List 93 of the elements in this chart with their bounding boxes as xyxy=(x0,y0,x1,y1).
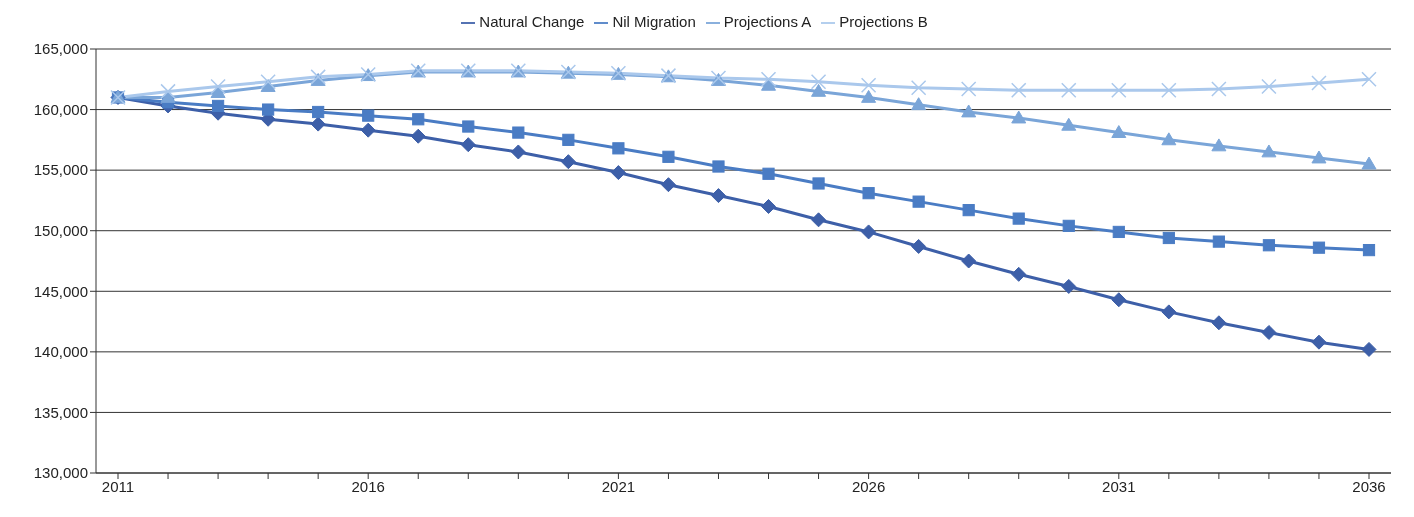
point xyxy=(1311,150,1327,164)
point xyxy=(1361,156,1377,170)
point xyxy=(961,104,977,118)
point xyxy=(961,253,977,269)
point xyxy=(810,73,827,90)
point xyxy=(1312,241,1326,254)
point xyxy=(811,212,827,228)
legend-label: Projections B xyxy=(839,13,928,30)
point xyxy=(1211,315,1227,331)
point xyxy=(262,103,275,116)
point xyxy=(460,137,476,153)
point xyxy=(1261,78,1277,95)
point xyxy=(362,109,375,122)
point xyxy=(1062,219,1075,232)
point xyxy=(412,113,425,126)
point xyxy=(760,71,777,88)
y-tick-label: 130,000 xyxy=(33,464,88,482)
point xyxy=(1011,266,1027,282)
y-tick-label: 140,000 xyxy=(33,343,88,361)
point xyxy=(761,77,777,91)
point xyxy=(761,198,777,214)
point xyxy=(860,77,877,94)
point xyxy=(1262,239,1276,252)
y-tick-label: 150,000 xyxy=(33,222,88,240)
point xyxy=(260,73,276,90)
point xyxy=(512,126,525,139)
point xyxy=(211,99,225,113)
legend-label: Natural Change xyxy=(479,13,585,30)
point xyxy=(1161,82,1177,98)
point xyxy=(1012,212,1025,225)
point xyxy=(1112,225,1125,239)
point xyxy=(210,78,226,95)
point xyxy=(861,224,877,240)
point xyxy=(560,154,576,170)
point xyxy=(912,195,925,208)
point xyxy=(910,80,927,96)
point xyxy=(1010,82,1027,98)
point xyxy=(510,144,526,160)
point xyxy=(710,188,726,204)
point xyxy=(861,89,877,103)
point xyxy=(1311,75,1327,91)
x-tick-label: 2021 xyxy=(601,477,636,495)
point xyxy=(1211,81,1227,97)
point xyxy=(1161,132,1177,146)
point xyxy=(1362,244,1376,257)
point xyxy=(1011,110,1027,124)
y-tick-label: 135,000 xyxy=(33,403,88,421)
point xyxy=(911,238,927,254)
legend-label: Nil Migration xyxy=(612,13,696,30)
point xyxy=(1162,231,1175,245)
x-tick-label: 2011 xyxy=(101,477,135,495)
point xyxy=(1111,292,1127,308)
x-tick-label: 2026 xyxy=(851,477,886,495)
point xyxy=(660,177,676,193)
y-tick-label: 165,000 xyxy=(33,40,88,58)
x-tick-label: 2016 xyxy=(351,477,385,495)
point xyxy=(762,167,775,180)
point xyxy=(462,120,475,133)
point xyxy=(1111,82,1127,98)
point xyxy=(410,128,426,144)
point xyxy=(962,204,975,217)
point xyxy=(310,69,326,85)
point xyxy=(911,97,927,111)
point xyxy=(662,150,675,163)
point xyxy=(310,116,326,132)
point xyxy=(1311,334,1327,350)
y-tick-label: 160,000 xyxy=(33,100,88,118)
x-tick-label: 2036 xyxy=(1352,477,1386,495)
point xyxy=(1061,278,1077,294)
point xyxy=(862,187,875,200)
point xyxy=(1361,341,1377,357)
point xyxy=(160,83,176,100)
point xyxy=(1161,304,1177,320)
point xyxy=(562,133,575,146)
y-tick-label: 155,000 xyxy=(33,161,88,179)
point xyxy=(811,83,827,97)
x-tick-label: 2031 xyxy=(1102,477,1136,495)
point xyxy=(612,142,625,155)
point xyxy=(1261,144,1277,158)
point xyxy=(1061,117,1077,131)
point xyxy=(712,160,725,173)
y-tick-label: 145,000 xyxy=(33,282,88,300)
point xyxy=(312,105,325,119)
point xyxy=(1261,324,1277,340)
point xyxy=(1361,71,1377,88)
legend-label: Projections A xyxy=(723,13,812,30)
point xyxy=(1111,125,1127,138)
point xyxy=(1061,82,1077,98)
point xyxy=(610,165,626,181)
point xyxy=(1212,235,1225,248)
point xyxy=(1211,138,1227,152)
point xyxy=(960,81,977,97)
point xyxy=(812,177,825,190)
